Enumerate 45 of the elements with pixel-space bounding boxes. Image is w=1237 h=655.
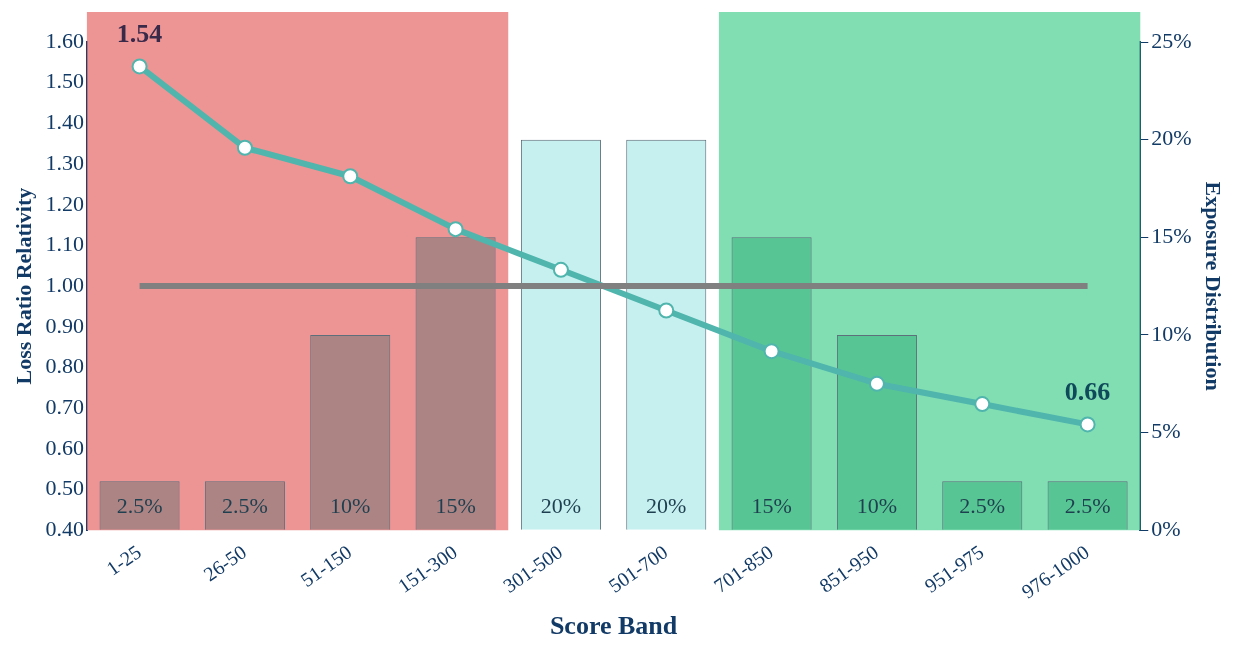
y2-tick-label: 10% (1151, 320, 1192, 346)
y-tick-label: 1.20 (45, 190, 84, 216)
y2-tick-label: 20% (1151, 125, 1192, 151)
data-label: 2.5% (116, 492, 163, 518)
y-tick-label: 1.60 (45, 27, 84, 53)
data-label: 10% (330, 492, 371, 518)
data-label: 2.5% (959, 492, 1006, 518)
data-label: 1.54 (116, 19, 163, 49)
data-label: 20% (540, 492, 582, 518)
point (658, 302, 675, 319)
y2-axis-title: Exposure Distribution (1201, 181, 1227, 391)
point (236, 139, 253, 156)
y-axis-title: Loss Ratio Relativity (10, 187, 36, 385)
data-label: 0.66 (1064, 377, 1111, 407)
y2-tick-label: 15% (1151, 223, 1192, 249)
y-tick-label: 0.60 (45, 434, 84, 460)
data-label: 10% (856, 492, 898, 518)
point (1079, 416, 1096, 433)
point (974, 396, 991, 413)
y2-tick-label: 25% (1151, 27, 1192, 53)
y-tick-label: 0.50 (45, 475, 84, 501)
data-label: 15% (751, 492, 792, 518)
data-label: 20% (646, 492, 687, 518)
y-tick-label: 0.80 (45, 353, 84, 379)
x-tick-label: 1-25 (102, 540, 145, 580)
y-tick-label: 1.50 (45, 68, 84, 94)
data-label: 2.5% (221, 492, 268, 518)
data-label: 2.5% (1064, 492, 1111, 518)
y-tick-label: 0.70 (45, 393, 84, 419)
x-axis-title: Score Band (549, 611, 678, 641)
point (552, 261, 569, 278)
y-tick-label: 0.90 (45, 312, 84, 338)
y-tick-label: 1.40 (45, 109, 84, 135)
y-tick-label: 1.10 (45, 231, 84, 257)
y-tick-label: 1.30 (45, 149, 84, 175)
y2-tick-label: 0% (1151, 515, 1181, 541)
point (131, 58, 148, 75)
point (763, 343, 780, 360)
y2-tick-label: 5% (1151, 418, 1181, 444)
point (342, 168, 359, 185)
point (868, 375, 885, 392)
point (447, 221, 464, 238)
y-tick-label: 0.40 (45, 515, 84, 541)
y-tick-label: 1.00 (45, 271, 84, 297)
data-label: 15% (435, 492, 476, 518)
